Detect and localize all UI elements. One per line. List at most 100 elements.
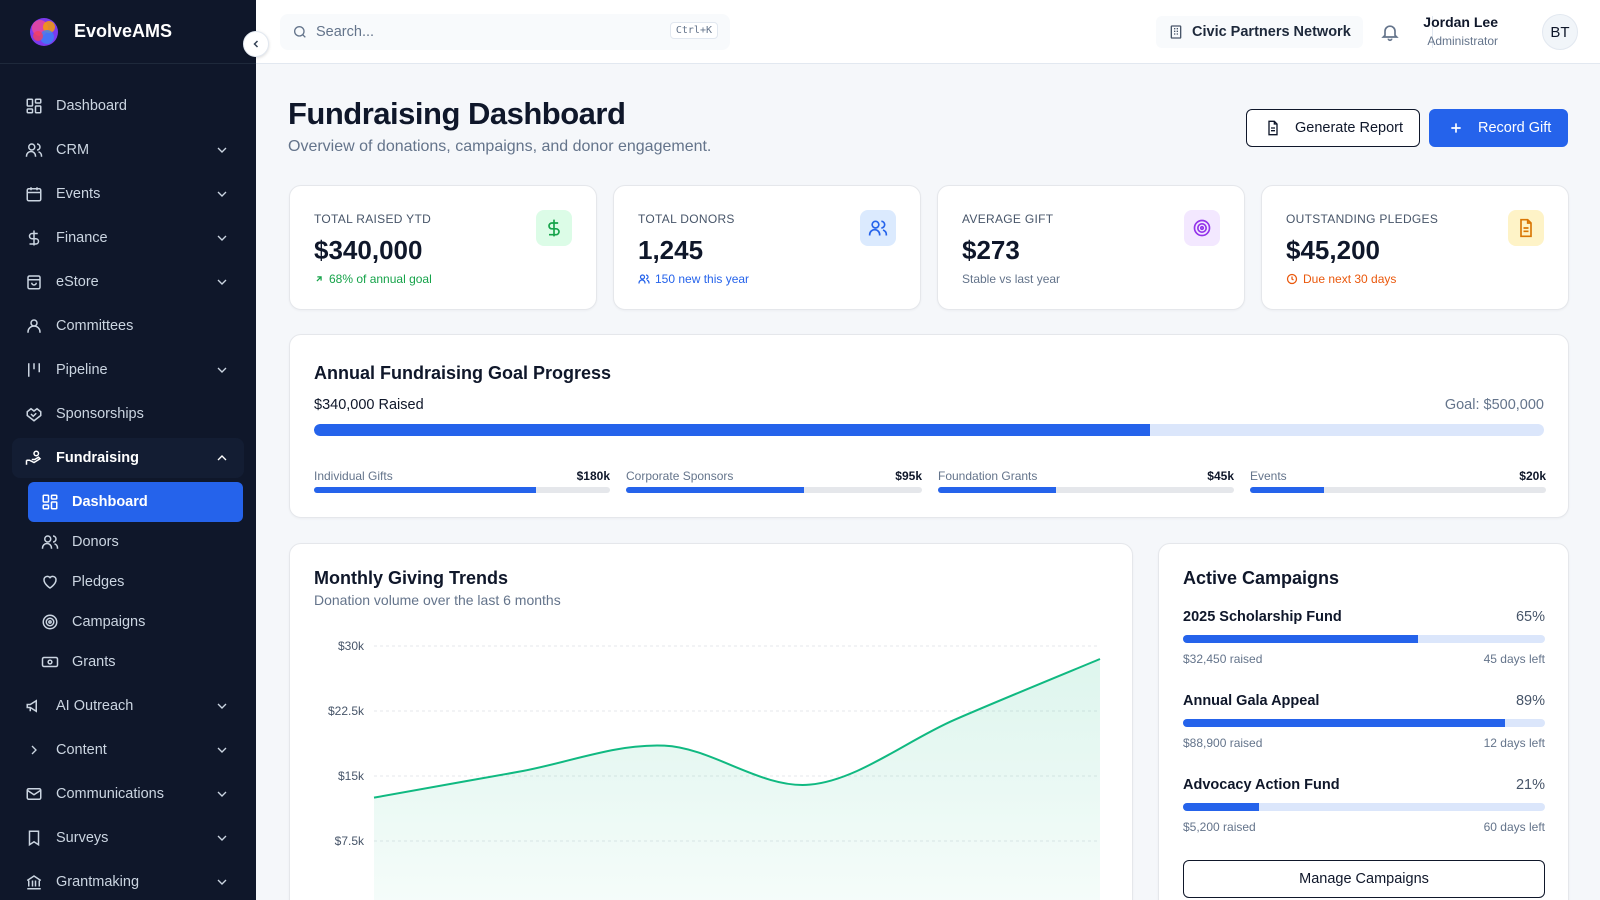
source-value: $45k xyxy=(1207,469,1234,483)
sidebar-item-surveys[interactable]: Surveys xyxy=(12,818,244,858)
org-name: Civic Partners Network xyxy=(1192,24,1351,40)
chevron-down-icon xyxy=(217,835,227,841)
campaign-percent: 65% xyxy=(1515,609,1545,625)
search-bar: Ctrl+K xyxy=(280,14,730,50)
chart-y-tick-label: $22.5k xyxy=(328,704,365,718)
sidebar-item-label: Committees xyxy=(56,318,134,334)
user-name: Jordan Lee xyxy=(1423,14,1498,30)
sidebar-subitem-label: Grants xyxy=(72,654,116,670)
page-subtitle: Overview of donations, campaigns, and do… xyxy=(288,138,712,155)
campaign-name: Annual Gala Appeal xyxy=(1183,693,1320,709)
mail-icon xyxy=(24,784,44,804)
chevron-down-icon xyxy=(217,279,227,285)
sidebar-subitem-grants[interactable]: Grants xyxy=(28,642,243,682)
chart-y-tick-label: $30k xyxy=(338,639,365,653)
sidebar-subitem-campaigns[interactable]: Campaigns xyxy=(28,602,243,642)
avatar[interactable]: BT xyxy=(1542,14,1578,50)
stat-label: TOTAL RAISED YTD xyxy=(314,212,432,226)
stat-label: OUTSTANDING PLEDGES xyxy=(1286,212,1439,226)
calendar-icon xyxy=(24,184,44,204)
bookmark-icon xyxy=(24,828,44,848)
source-label: Corporate Sponsors xyxy=(626,469,734,483)
record-gift-label: Record Gift xyxy=(1478,120,1552,136)
monthly-trends-chart: $30k$22.5k$15k$7.5k$0k xyxy=(328,639,1101,900)
stat-value: $340,000 xyxy=(314,235,423,265)
campaign-percent: 89% xyxy=(1515,693,1545,709)
search-input[interactable] xyxy=(316,24,656,40)
sidebar-item-communications[interactable]: Communications xyxy=(12,774,244,814)
sidebar-item-label: Finance xyxy=(56,230,108,246)
sidebar-item-label: Pipeline xyxy=(56,362,108,378)
campaign-raised: $32,450 raised xyxy=(1183,652,1263,666)
sidebar-collapse-button[interactable] xyxy=(243,31,269,57)
chevron-down-icon xyxy=(217,147,227,153)
generate-report-button[interactable]: Generate Report xyxy=(1246,109,1420,147)
manage-campaigns-button[interactable]: Manage Campaigns xyxy=(1183,860,1545,898)
pipeline-icon xyxy=(24,360,44,380)
dollar-icon xyxy=(24,228,44,248)
sidebar-item-content[interactable]: Content xyxy=(12,730,244,770)
source-value: $95k xyxy=(895,469,922,483)
source-value: $20k xyxy=(1519,469,1546,483)
source-bar xyxy=(626,487,922,493)
clock-icon xyxy=(1286,273,1298,285)
user-role: Administrator xyxy=(1427,34,1498,48)
sidebar-subitem-label: Campaigns xyxy=(72,614,146,630)
sidebar-item-events[interactable]: Events xyxy=(12,174,244,214)
sidebar-item-estore[interactable]: eStore xyxy=(12,262,244,302)
sidebar-item-label: Surveys xyxy=(56,830,109,846)
sidebar-item-crm[interactable]: CRM xyxy=(12,130,244,170)
users-icon xyxy=(40,532,60,552)
stat-card-total-raised: TOTAL RAISED YTD $340,000 68% of annual … xyxy=(289,185,597,310)
sidebar-subitem-donors[interactable]: Donors xyxy=(28,522,243,562)
topbar-divider xyxy=(1432,16,1433,48)
sidebar-item-label: Content xyxy=(56,742,107,758)
sidebar-item-finance[interactable]: Finance xyxy=(12,218,244,258)
goal-progress-bar xyxy=(314,424,1544,436)
sidebar-item-ai-outreach[interactable]: AI Outreach xyxy=(12,686,244,726)
fundraising-submenu: Dashboard Donors Pledges Campaigns Grant… xyxy=(0,482,256,686)
source-bar-fill xyxy=(1250,487,1324,493)
campaign-name: 2025 Scholarship Fund xyxy=(1183,609,1342,625)
sidebar-nav: Dashboard CRM Events Finance eStore Comm… xyxy=(0,64,256,900)
stat-label: TOTAL DONORS xyxy=(638,212,735,226)
stat-note-text: Due next 30 days xyxy=(1303,272,1397,286)
campaign-days-left: 12 days left xyxy=(1483,736,1545,750)
campaign-progress-fill xyxy=(1183,635,1419,643)
target-icon xyxy=(1184,210,1220,246)
record-gift-button[interactable]: Record Gift xyxy=(1429,109,1568,147)
sidebar-item-label: eStore xyxy=(56,274,99,290)
search-shortcut-badge: Ctrl+K xyxy=(669,22,718,39)
source-label: Events xyxy=(1250,469,1287,483)
sidebar-item-label: Sponsorships xyxy=(56,406,144,422)
generate-report-label: Generate Report xyxy=(1295,120,1404,136)
stat-value: $273 xyxy=(962,235,1020,265)
sidebar-item-label: CRM xyxy=(56,142,90,158)
campaign-progress-fill xyxy=(1183,719,1506,727)
heart-icon xyxy=(40,572,60,592)
source-bar xyxy=(314,487,610,493)
grid-icon xyxy=(40,492,60,512)
goal-progress-fill xyxy=(314,424,1151,436)
sidebar-item-label: Dashboard xyxy=(56,98,127,114)
sidebar-subitem-pledges[interactable]: Pledges xyxy=(28,562,243,602)
org-switcher[interactable]: Civic Partners Network xyxy=(1156,16,1363,48)
sidebar-subitem-label: Pledges xyxy=(72,574,125,590)
sidebar-item-fundraising[interactable]: Fundraising xyxy=(12,438,244,478)
sidebar-item-pipeline[interactable]: Pipeline xyxy=(12,350,244,390)
bell-icon[interactable] xyxy=(1380,22,1400,42)
sidebar-item-sponsorships[interactable]: Sponsorships xyxy=(12,394,244,434)
stat-note: 150 new this year xyxy=(638,272,749,286)
sidebar-item-dashboard[interactable]: Dashboard xyxy=(12,86,244,126)
goal-raised: $340,000 Raised xyxy=(314,397,424,413)
sidebar-subitem-dashboard[interactable]: Dashboard xyxy=(28,482,243,522)
source-bar-fill xyxy=(938,487,1057,493)
sidebar-item-committees[interactable]: Committees xyxy=(12,306,244,346)
store-icon xyxy=(24,272,44,292)
sidebar-subitem-label: Donors xyxy=(72,534,119,550)
sidebar-item-grantmaking[interactable]: Grantmaking xyxy=(12,862,244,900)
campaigns-title: Active Campaigns xyxy=(1183,568,1340,588)
chevron-down-icon xyxy=(217,191,227,197)
search-icon xyxy=(294,26,306,38)
stat-note: Due next 30 days xyxy=(1286,272,1396,286)
